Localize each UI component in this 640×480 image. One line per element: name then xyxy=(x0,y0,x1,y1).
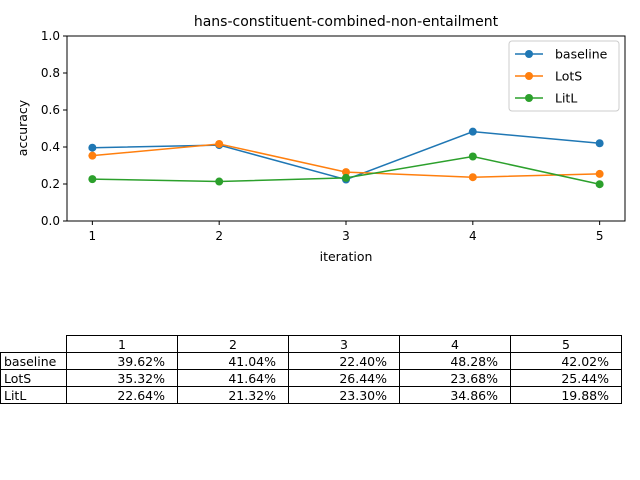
data-point-LitL xyxy=(215,177,224,186)
table-cell: 48.28% xyxy=(399,352,511,370)
data-point-LitL xyxy=(88,175,97,184)
y-axis-label: accuracy xyxy=(15,99,30,156)
data-point-baseline xyxy=(595,139,604,148)
data-point-LotS xyxy=(342,168,350,177)
x-tick-label: 2 xyxy=(215,229,223,243)
data-point-baseline xyxy=(88,143,97,152)
x-tick-label: 4 xyxy=(469,229,477,243)
y-tick-label: 0.2 xyxy=(41,177,60,191)
data-point-LotS xyxy=(468,173,477,182)
table-cell: 25.44% xyxy=(510,369,622,387)
column-header: 5 xyxy=(510,335,622,353)
results-table: 1 2 3 4 5 baseline 39.62% 41.04% 22.40% 48.28% 42.… xyxy=(0,335,622,404)
table-cell: 35.32% xyxy=(66,369,178,387)
table-cell: 41.64% xyxy=(177,369,289,387)
row-header: LitL xyxy=(0,386,67,404)
x-tick-label: 1 xyxy=(89,229,97,243)
column-header: 1 xyxy=(66,335,178,353)
column-header: 4 xyxy=(399,335,511,353)
legend-box xyxy=(508,40,620,112)
legend-label-LitL: LitL xyxy=(555,91,577,106)
y-tick-label: 1.0 xyxy=(41,29,60,43)
table-cell: 42.02% xyxy=(510,352,622,370)
table-cell: 41.04% xyxy=(177,352,289,370)
table-row: baseline 39.62% 41.04% 22.40% 48.28% 42.02% xyxy=(0,352,622,370)
table-cell: 21.32% xyxy=(177,386,289,404)
table-cell: 22.40% xyxy=(288,352,400,370)
legend-marker-baseline xyxy=(525,50,533,58)
data-point-LotS xyxy=(215,139,224,148)
table-cell: 39.62% xyxy=(66,352,178,370)
plot-area: 1 2 3 4 5 0.0 0.2 0.4 0.6 0.8 1.0 xyxy=(41,29,626,243)
legend-marker-LotS xyxy=(525,72,533,80)
x-tick-label: 3 xyxy=(342,229,350,243)
table-cell: 22.64% xyxy=(66,386,178,404)
legend-marker-LitL xyxy=(525,94,533,102)
data-point-LitL xyxy=(595,180,604,189)
table-cell: 23.30% xyxy=(288,386,400,404)
data-point-LitL xyxy=(342,173,350,182)
table-cell: 19.88% xyxy=(510,386,622,404)
table-row: LitL 22.64% 21.32% 23.30% 34.86% 19.88% xyxy=(0,386,622,404)
chart-title: hans-constituent-combined-non-entailment xyxy=(194,14,499,30)
data-point-LotS xyxy=(88,151,97,160)
y-tick-label: 0.0 xyxy=(41,214,60,228)
table-cell: 23.68% xyxy=(399,369,511,387)
legend: baseline LotS LitL xyxy=(508,40,620,112)
column-header: 3 xyxy=(288,335,400,353)
line-chart: hans-constituent-combined-non-entailment… xyxy=(15,14,626,264)
x-tick-label: 5 xyxy=(596,229,604,243)
legend-label-LotS: LotS xyxy=(555,69,582,84)
table-row: LotS 35.32% 41.64% 26.44% 23.68% 25.44% xyxy=(0,369,622,387)
data-point-LotS xyxy=(595,169,604,178)
row-header: baseline xyxy=(0,352,67,370)
y-tick-label: 0.6 xyxy=(41,103,60,117)
x-axis-label: iteration xyxy=(320,249,373,264)
legend-label-baseline: baseline xyxy=(555,47,608,62)
column-header: 2 xyxy=(177,335,289,353)
table-cell: 34.86% xyxy=(399,386,511,404)
table-cell: 26.44% xyxy=(288,369,400,387)
y-tick-label: 0.4 xyxy=(41,140,60,154)
data-point-LitL xyxy=(468,152,477,161)
table-corner xyxy=(1,336,67,353)
data-point-baseline xyxy=(468,127,477,136)
y-tick-label: 0.8 xyxy=(41,66,60,80)
row-header: LotS xyxy=(0,369,67,387)
